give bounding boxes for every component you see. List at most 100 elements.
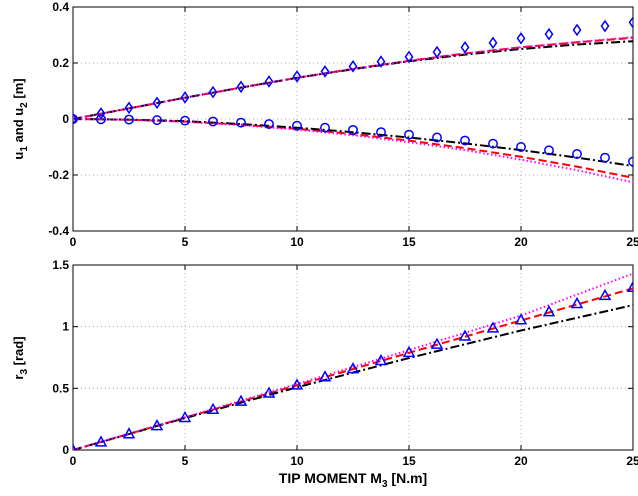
data-point-circle	[628, 156, 633, 167]
data-point-triangle	[514, 313, 528, 325]
data-point-triangle	[598, 288, 612, 301]
y-tick-label: 0.2	[52, 56, 69, 70]
data-point-circle	[73, 114, 78, 124]
data-point-triangle	[346, 362, 360, 374]
y-tick-label: 0	[62, 112, 69, 126]
x-tick-label: 25	[626, 454, 638, 468]
data-point-diamond	[236, 80, 246, 94]
y-tick-label: 1	[62, 320, 69, 334]
data-point-circle	[460, 135, 470, 146]
data-point-triangle	[430, 337, 444, 349]
y-tick-label: 0.4	[52, 0, 69, 14]
x-tick-label: 0	[70, 454, 77, 468]
x-tick-label: 10	[290, 235, 304, 249]
y-tick-label: -0.2	[48, 168, 69, 182]
bottom-ticks: 0 5 10 15 20 25 0 0.5 1 1.5	[52, 258, 638, 468]
x-tick-label: 10	[290, 454, 304, 468]
data-point-circle	[320, 122, 330, 133]
data-point-circle	[432, 132, 442, 143]
data-point-triangle	[374, 353, 388, 366]
data-point-triangle	[542, 305, 556, 317]
data-point-triangle	[178, 410, 192, 423]
x-tick-label: 0	[70, 235, 77, 249]
x-tick-label: 5	[182, 235, 189, 249]
data-point-diamond	[292, 70, 302, 83]
x-tick-label: 20	[514, 454, 528, 468]
data-point-triangle	[73, 443, 77, 450]
bottom-panel-r3: 0 5 10 15 20 25 0 0.5 1 1.5 r3 [rad] TIP MOMENT M…	[11, 258, 638, 490]
data-point-triangle	[122, 427, 136, 439]
data-point-diamond	[96, 107, 106, 120]
data-point-diamond	[208, 85, 218, 99]
top-panel-u1-u2: 0 5 10 15 20 25 -0.4 -0.2 0 0.2 0.4 u1 and u2 [m]	[11, 0, 638, 249]
bottom-ylabel: r3 [rad]	[11, 336, 30, 379]
data-point-diamond	[488, 36, 498, 50]
data-point-diamond	[73, 112, 78, 126]
data-point-circle	[516, 142, 526, 152]
data-point-triangle	[262, 386, 276, 398]
data-point-triangle	[402, 345, 416, 358]
data-point-diamond	[320, 65, 330, 78]
data-point-diamond	[460, 41, 470, 54]
data-point-triangle	[570, 296, 584, 309]
data-point-diamond	[180, 91, 190, 104]
series-line-magenta-dotted	[73, 118, 633, 184]
data-point-circle	[600, 152, 610, 163]
data-point-diamond	[516, 32, 526, 45]
bottom-series	[73, 272, 633, 450]
x-tick-label: 15	[402, 454, 416, 468]
data-point-diamond	[152, 96, 162, 110]
data-point-diamond	[264, 75, 274, 88]
data-point-triangle	[290, 378, 304, 390]
bottom-plot-area	[72, 264, 634, 451]
data-point-diamond	[404, 50, 414, 64]
top-grid	[73, 7, 633, 231]
y-tick-label: 0	[62, 443, 69, 457]
x-tick-label: 20	[514, 235, 528, 249]
data-point-circle	[264, 119, 274, 129]
data-point-circle	[208, 116, 218, 127]
series-line-magenta-dotted	[73, 36, 633, 120]
data-point-triangle	[94, 435, 108, 447]
data-point-circle	[292, 120, 302, 131]
y-tick-label: -0.4	[48, 224, 69, 238]
data-point-circle	[572, 149, 582, 159]
data-point-diamond	[432, 45, 442, 59]
data-point-diamond	[124, 101, 134, 115]
bottom-xlabel: TIP MOMENT M3 [N.m]	[279, 470, 427, 490]
data-point-diamond	[376, 55, 386, 68]
data-point-triangle	[318, 370, 332, 382]
top-series	[73, 16, 633, 184]
data-point-triangle	[150, 419, 164, 431]
x-tick-label: 25	[626, 235, 638, 249]
series-group	[73, 16, 633, 184]
series-line-magenta-dotted	[73, 272, 633, 450]
data-point-circle	[488, 138, 498, 149]
data-point-triangle	[458, 329, 472, 341]
data-point-diamond	[544, 27, 554, 41]
data-point-triangle	[234, 394, 248, 406]
data-point-circle	[404, 129, 414, 140]
data-point-diamond	[348, 60, 358, 73]
data-point-circle	[544, 145, 554, 156]
data-point-circle	[376, 127, 386, 138]
data-point-circle	[124, 114, 134, 125]
data-point-diamond	[628, 16, 633, 29]
y-tick-label: 0.5	[52, 381, 69, 395]
series-group	[73, 272, 633, 450]
data-point-circle	[348, 124, 358, 135]
data-point-diamond	[600, 19, 610, 33]
data-point-circle	[152, 115, 162, 126]
data-point-circle	[236, 117, 246, 128]
top-ticks: 0 5 10 15 20 25 -0.4 -0.2 0 0.2 0.4	[48, 0, 638, 249]
data-point-circle	[96, 114, 106, 125]
data-point-triangle	[486, 321, 500, 333]
data-point-circle	[180, 115, 190, 126]
data-point-triangle	[206, 402, 220, 415]
x-tick-label: 5	[182, 454, 189, 468]
y-tick-label: 1.5	[52, 258, 69, 272]
top-ylabel: u1 and u2 [m]	[11, 78, 30, 159]
data-point-diamond	[572, 23, 582, 37]
x-tick-label: 15	[402, 235, 416, 249]
